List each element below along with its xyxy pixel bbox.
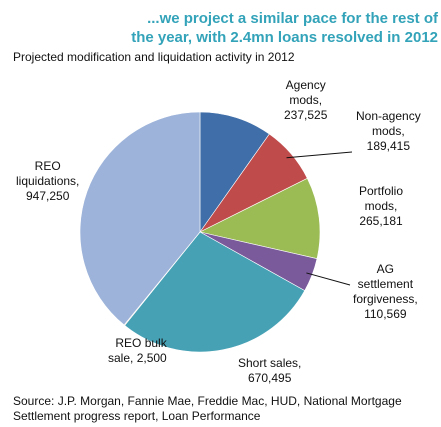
slice-label-ag-settlement-forgiveness: AG settlement forgiveness, 110,569	[353, 262, 418, 322]
slice-value: 947,250	[25, 189, 70, 203]
slice-label-portfolio-mods: Portfolio mods, 265,181	[359, 184, 403, 229]
slice-label-name: liquidations,	[16, 174, 80, 188]
leader-line-ag-settlement-forgiveness	[306, 272, 351, 286]
source-line-2: Settlement progress report, Loan Perform…	[13, 409, 261, 423]
chart-title-line-2: the year, with 2.4mn loans resolved in 2…	[131, 29, 438, 46]
slice-label-name: forgiveness,	[353, 292, 418, 306]
slice-value: 237,525	[284, 108, 328, 122]
slice-label-name: sale,	[108, 351, 134, 365]
slice-label-name: settlement	[357, 277, 414, 291]
slice-value: 189,415	[366, 139, 411, 153]
slice-value: 110,569	[364, 307, 407, 321]
slice-label-name: mods,	[364, 199, 398, 213]
slice-label-name: AG	[376, 262, 395, 276]
source-line-1: Source: J.P. Morgan, Fannie Mae, Freddie…	[13, 394, 402, 408]
slice-value: 670,495	[247, 371, 292, 385]
slice-label-name: mods,	[289, 93, 323, 107]
pie-slice-reo-liquidations	[79, 111, 201, 326]
slice-label-name: REO	[34, 159, 61, 173]
slice-label-name: Short sales,	[238, 356, 302, 370]
slice-label-name: Agency	[285, 78, 326, 92]
slice-label-short-sales: Short sales, 670,495	[238, 356, 301, 386]
slice-label-reo-bulk-sale: REO bulk sale, 2,500	[108, 336, 167, 366]
chart-subtitle: Projected modification and liquidation a…	[13, 50, 295, 64]
slice-label-name: Portfolio	[359, 184, 404, 198]
slice-value: 2,500	[136, 351, 167, 365]
slice-label-name: REO bulk	[115, 336, 167, 350]
pie-slice-agency-mods	[199, 111, 270, 233]
pie-slice-short-sales	[124, 231, 306, 353]
slice-label-non-agency-mods: Non-agency mods, 189,415	[356, 109, 421, 154]
slice-label-name: Non-agency	[356, 109, 421, 123]
slice-value: 265,181	[359, 214, 403, 228]
slice-label-reo-liquidations: REO liquidations, 947,250	[16, 159, 79, 204]
chart-title-line-1: ...we project a similar pace for the res…	[147, 10, 438, 27]
source-note: Source: J.P. Morgan, Fannie Mae, Freddie…	[13, 394, 402, 424]
slice-label-name: mods,	[372, 124, 405, 138]
leader-line-non-agency-mods	[286, 151, 353, 159]
slice-label-agency-mods: Agency mods, 237,525	[284, 78, 327, 123]
